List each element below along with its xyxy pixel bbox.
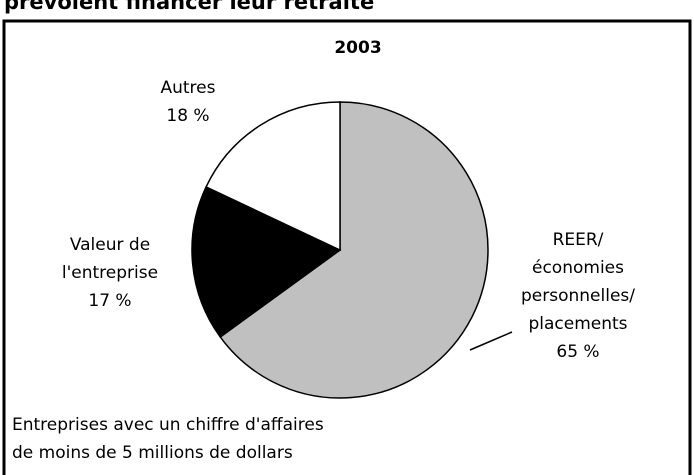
pie-slice	[205, 101, 341, 252]
slice-value-label: 65 %	[556, 342, 599, 362]
slice-label: économies	[532, 258, 624, 278]
slice-value-label: 17 %	[88, 291, 131, 311]
slice-label: personnelles/	[521, 286, 635, 306]
footnote: de moins de 5 millions de dollars	[12, 443, 293, 463]
slice-value-label: 18 %	[166, 106, 209, 126]
slice-label: Valeur de	[70, 235, 150, 255]
slice-label: REER/	[553, 230, 604, 250]
leader-line	[469, 331, 513, 351]
chart-title: prévoient financer leur retraite	[4, 0, 374, 14]
slice-label: placements	[528, 314, 627, 334]
pie-slice	[191, 185, 342, 339]
pie-slice	[219, 101, 489, 399]
footnote: Entreprises avec un chiffre d'affaires	[12, 415, 324, 435]
slice-label: l'entreprise	[62, 263, 158, 283]
slice-label: Autres	[160, 78, 215, 98]
chart-subtitle: 2003	[334, 38, 381, 58]
